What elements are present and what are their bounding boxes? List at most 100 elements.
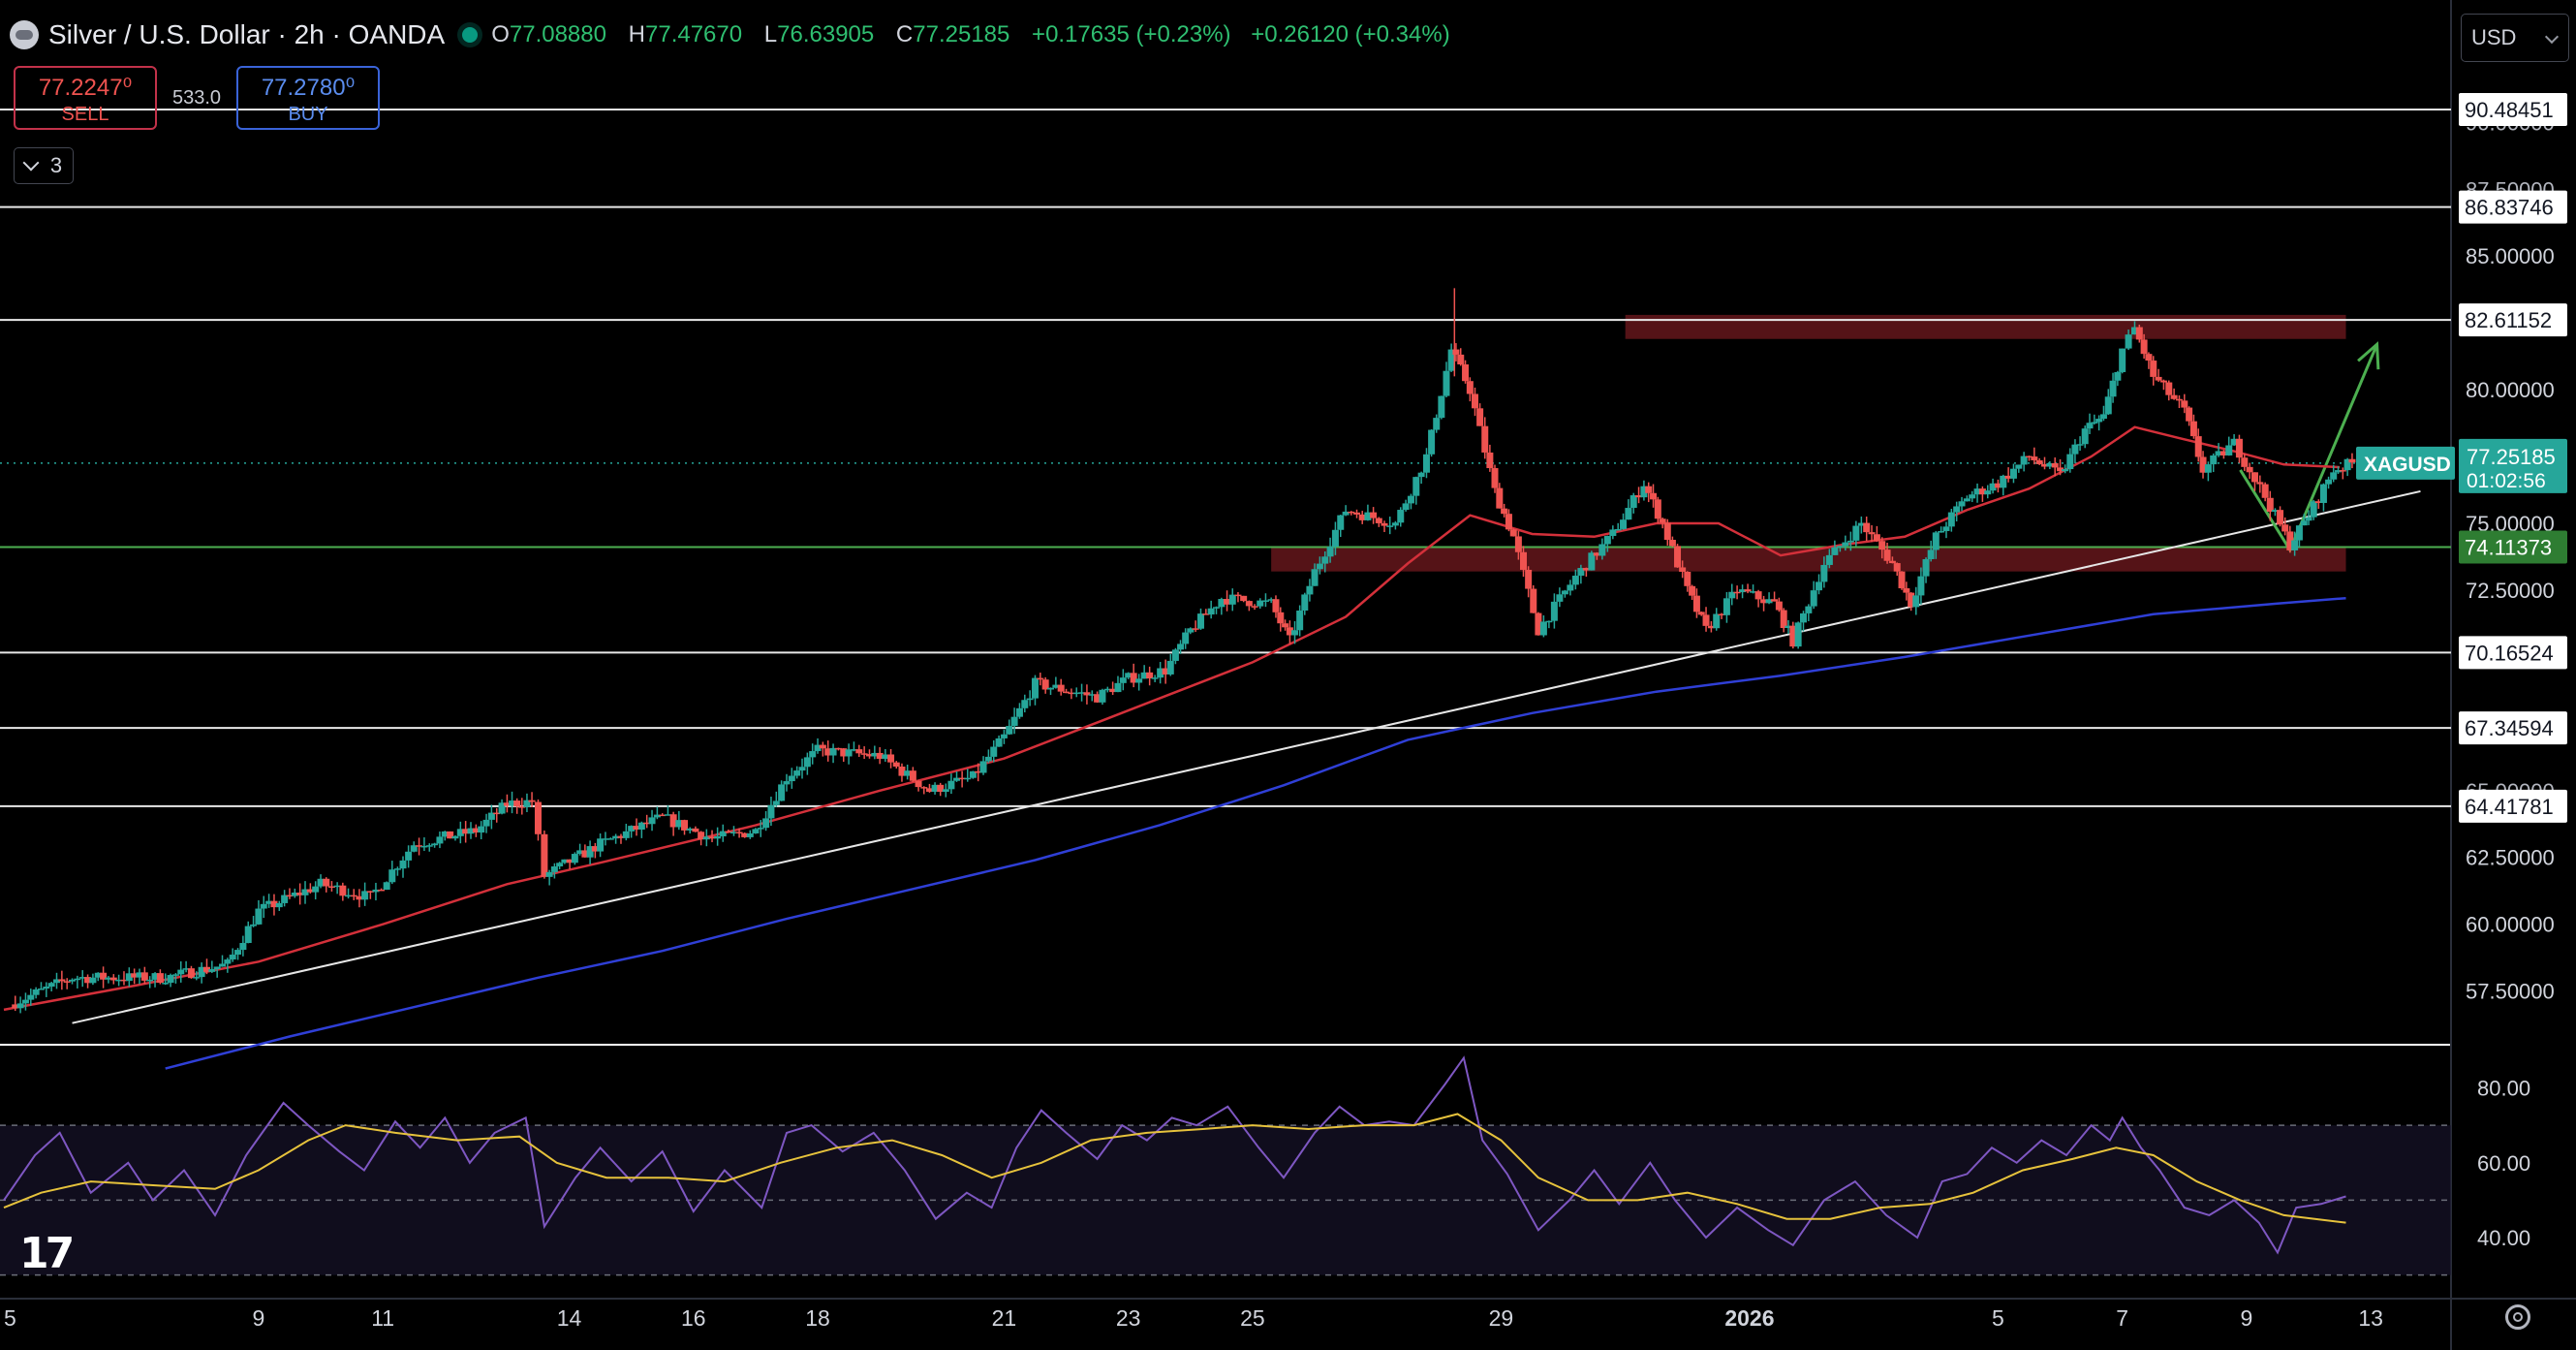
arrow-head-icon [2357,341,2380,370]
buy-button[interactable]: 77.2780⁰ BUY [236,66,380,130]
candle-body [1978,488,1986,495]
candle-body [425,845,433,847]
candle-body [664,814,671,816]
ascending-trendline [72,489,2421,1024]
candle-body [622,831,630,838]
candle-body [229,955,236,960]
candle-body [296,892,304,895]
candle-body [416,845,423,847]
level-label-box [2459,303,2567,337]
candle-body [1567,584,1574,591]
candle-body [1775,601,1783,611]
sell-button[interactable]: 77.2247⁰ SELL [14,66,157,130]
candle-body [1125,673,1133,678]
candle-body [350,895,357,897]
candle-body [2099,414,2107,420]
candle-body [105,977,112,980]
candle-body [356,895,363,900]
candle-body [1466,381,1474,394]
candle-body [612,835,620,839]
candle-body [561,859,569,863]
candle-body [1908,592,1915,608]
candle-body [333,885,341,888]
candle-body [876,752,884,759]
candle-body [1171,649,1179,661]
candle-body [339,885,347,896]
level-label: 67.34594 [2465,716,2554,740]
candle-body [767,804,775,819]
candle-body [915,780,922,788]
candle-body [1836,546,1844,548]
candle-body [1010,716,1018,727]
candle-body [1202,613,1210,615]
candle-body [1780,610,1787,628]
candle-body [2145,354,2153,361]
candle-body [224,959,232,964]
candle-body [1903,588,1910,593]
candle-body [2155,376,2162,381]
candle-body [2057,467,2064,472]
price-change-alt: +0.26120 (+0.34%) [1251,21,1450,47]
time-tick-label: 23 [1116,1305,1141,1331]
candle-body [2020,455,2028,465]
candle-body [1883,549,1891,561]
chevron-down-icon [22,154,40,172]
symbol-tag-box [2356,446,2455,480]
candle-body [291,892,298,896]
candle-body [84,977,92,984]
candle-body [1603,536,1611,545]
indicators-toggle-button[interactable]: 3 [14,147,74,184]
candle-body [94,972,102,978]
candle-body [1166,660,1174,675]
candle-body [1794,622,1802,647]
candle-body [633,826,640,831]
candle-body [1509,529,1517,537]
candle-body [1831,547,1839,555]
candle-body [327,886,335,888]
candle-body [151,973,159,980]
candle-body [757,828,764,830]
tradingview-logo-icon: 17 [19,1229,75,1278]
level-label: 70.16524 [2465,641,2554,665]
candle-body [947,780,955,790]
candle-body [714,835,722,839]
low-label: L [763,21,778,47]
candle-body [2219,451,2227,455]
candle-body [167,975,174,984]
price-change: +0.17635 (+0.23%) [1032,21,1231,47]
candle-body [2277,510,2284,525]
candle-body [1364,512,1372,520]
candle-body [47,983,55,988]
candle-body [1625,508,1632,520]
currency-select[interactable]: USD [2461,14,2569,62]
candle-body [456,829,464,836]
candle-body [2300,520,2308,526]
candle-body [2204,464,2212,473]
candle-body [778,784,786,801]
candle-body [1501,508,1508,515]
candle-body [2343,458,2351,471]
candle-body [136,972,143,978]
candle-body [1146,672,1154,679]
candle-body [509,801,516,806]
candle-body [729,832,737,833]
ohlc-values: O77.08880 H77.47670 L76.63905 C77.25185 … [491,21,1464,48]
last-price-label-box [2459,438,2567,493]
candle-body [1277,612,1285,624]
candle-body [984,756,992,762]
candle-body [1228,594,1236,605]
candle-body [441,831,449,837]
gear-icon[interactable] [2505,1304,2530,1330]
candle-body [2051,462,2059,468]
candle-body [1068,692,1075,695]
candle-body [1679,567,1687,572]
candle-body [260,903,267,909]
candle-body [213,966,221,970]
candle-body [162,983,170,985]
candle-body [659,814,667,817]
symbol-title[interactable]: Silver / U.S. Dollar · 2h · OANDA [48,19,446,49]
candle-body [1316,563,1323,570]
candle-body [2062,469,2069,472]
candle-body [1825,554,1833,565]
